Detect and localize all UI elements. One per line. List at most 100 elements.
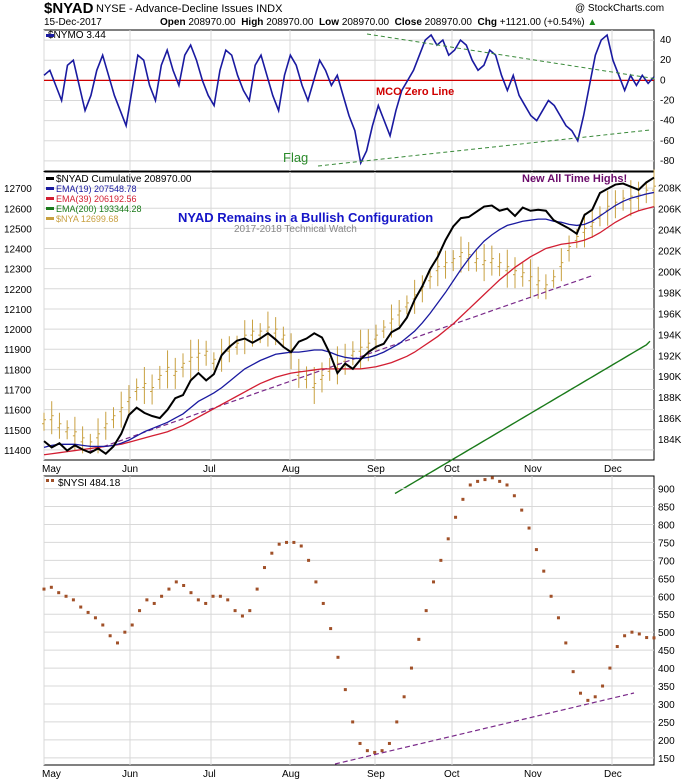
nysi-point	[145, 598, 149, 602]
nysi-point	[270, 551, 274, 555]
nysi-point	[593, 695, 597, 699]
nysi-point	[115, 641, 119, 645]
nyad-y-tick-label: 198K	[658, 288, 682, 299]
nyad-y-tick-label: 196K	[658, 309, 682, 320]
nyad-x-tick-label: Dec	[604, 464, 622, 475]
nya-y-tick-label: 11400	[4, 446, 32, 457]
nysi-point	[468, 483, 472, 487]
nyad-y-tick-label: 190K	[658, 372, 682, 383]
nysi-point	[196, 598, 200, 602]
nyad-trend-line	[87, 274, 595, 453]
nymo-y-tick-label: -80	[660, 156, 675, 167]
nysi-point	[123, 630, 127, 634]
nysi-point	[108, 634, 112, 638]
nysi-point	[432, 580, 436, 584]
nysi-point	[490, 476, 494, 480]
ema19-line	[43, 191, 655, 449]
nymo-line	[43, 33, 655, 166]
nysi-y-tick-label: 300	[658, 700, 675, 711]
nysi-point	[321, 601, 325, 605]
nysi-point	[218, 594, 222, 598]
nya-y-tick-label: 12700	[4, 184, 32, 195]
nyad-legend-item: $NYA 12699.68	[56, 214, 118, 224]
nysi-point	[248, 609, 252, 613]
nysi-point	[226, 598, 230, 602]
nysi-point	[365, 749, 369, 753]
nysi-point	[277, 542, 281, 546]
nysi-x-tick-label: Sep	[367, 769, 385, 780]
nysi-point	[299, 544, 303, 548]
nyad-legend-swatch	[46, 177, 54, 180]
nysi-point	[255, 587, 259, 591]
nysi-point	[204, 601, 208, 605]
flag-label: Flag	[283, 150, 308, 165]
nysi-x-tick-label: Jul	[203, 769, 216, 780]
nysi-y-tick-label: 200	[658, 736, 675, 747]
nysi-point	[182, 583, 186, 587]
new-highs-label: New All Time Highs!	[522, 173, 627, 185]
nysi-point	[461, 497, 465, 501]
nysi-point	[101, 623, 105, 627]
nya-y-tick-label: 11500	[4, 426, 32, 437]
nymo-y-tick-label: 0	[660, 75, 666, 86]
nysi-point	[454, 515, 458, 519]
nyad-legend-swatch	[46, 207, 54, 210]
nysi-point	[527, 526, 531, 530]
nyad-x-tick-label: Sep	[367, 464, 385, 475]
nysi-point	[314, 580, 318, 584]
nysi-point	[652, 636, 656, 640]
nysi-point	[505, 483, 509, 487]
nysi-point	[42, 587, 46, 591]
nysi-point	[373, 750, 377, 754]
nysi-point	[57, 591, 61, 595]
nysi-point	[71, 598, 75, 602]
nysi-point	[446, 537, 450, 541]
nysi-point	[483, 478, 487, 482]
nyad-x-tick-label: Nov	[524, 464, 542, 475]
nyad-legend-item: EMA(39) 206192.56	[56, 194, 137, 204]
nysi-point	[167, 587, 171, 591]
nysi-y-tick-label: 450	[658, 646, 675, 657]
nysi-point	[130, 623, 134, 627]
nysi-point	[307, 558, 311, 562]
nysi-y-tick-label: 850	[658, 503, 675, 514]
nysi-point	[615, 645, 619, 649]
nysi-point	[380, 749, 384, 753]
nya-y-tick-label: 12000	[4, 325, 32, 336]
nyad-x-tick-label: Oct	[444, 464, 460, 475]
nysi-point	[174, 580, 178, 584]
ticker-symbol[interactable]: $NYAD	[44, 0, 94, 17]
nysi-point	[645, 636, 649, 640]
nyad-y-tick-label: 206K	[658, 205, 682, 216]
nysi-point	[564, 641, 568, 645]
nysi-point	[336, 655, 340, 659]
nya-y-tick-label: 12200	[4, 285, 32, 296]
nya-y-tick-label: 12500	[4, 224, 32, 235]
nymo-legend: $NYMO 3.44	[48, 30, 106, 41]
ema200-line	[394, 340, 651, 495]
nyad-y-tick-label: 204K	[658, 226, 682, 237]
brand-watermark[interactable]: @ StockCharts.com	[575, 3, 665, 14]
nysi-point	[623, 634, 627, 638]
nymo-y-tick-label: -20	[660, 96, 675, 107]
nysi-point	[498, 479, 502, 483]
ohlc-readout: Open 208970.00 High 208970.00 Low 208970…	[160, 17, 598, 28]
nysi-point	[262, 566, 266, 570]
nysi-y-tick-label: 900	[658, 485, 675, 496]
nyad-subtitle: 2017-2018 Technical Watch	[234, 224, 357, 235]
nysi-point	[608, 666, 612, 670]
nysi-point	[358, 741, 362, 745]
nysi-point	[571, 670, 575, 674]
nyad-legend-swatch	[46, 217, 54, 220]
nya-y-tick-label: 12600	[4, 204, 32, 215]
nysi-point	[189, 591, 193, 595]
nysi-y-tick-label: 350	[658, 682, 675, 693]
nysi-trend-line	[334, 692, 635, 765]
nysi-point	[160, 594, 164, 598]
nyad-y-tick-label: 184K	[658, 435, 682, 446]
nyad-y-tick-label: 194K	[658, 330, 682, 341]
nysi-point	[395, 720, 399, 724]
nysi-point	[387, 741, 391, 745]
nyad-line	[43, 176, 655, 455]
